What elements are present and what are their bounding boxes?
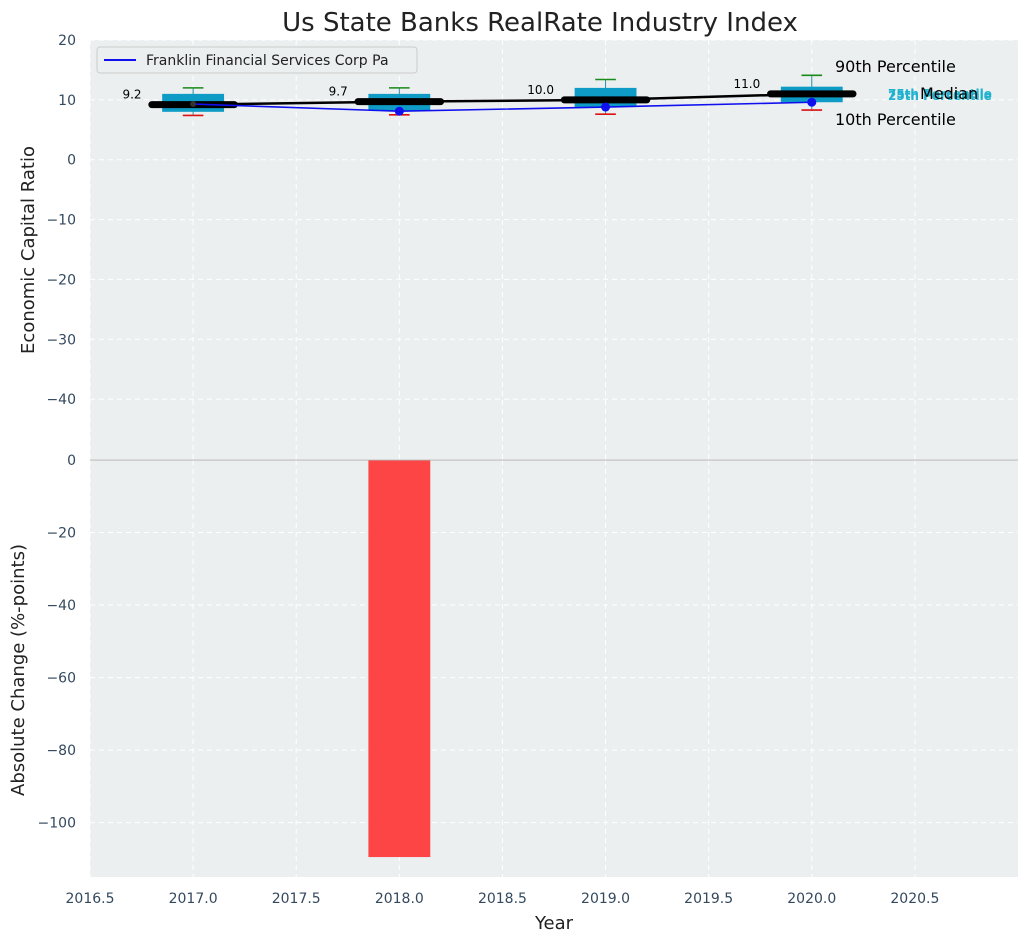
p90-annotation: 90th Percentile xyxy=(835,57,956,76)
bottom-y-tick-label: −60 xyxy=(46,671,76,687)
bottom-y-tick-label: −40 xyxy=(46,598,76,614)
bottom-y-tick-labels: 0 −20 −40 −60 −80 −100 xyxy=(38,453,76,832)
company-point xyxy=(601,102,611,112)
company-point xyxy=(807,97,817,107)
x-axis-label: Year xyxy=(534,913,574,934)
median-value-label: 9.7 xyxy=(329,85,348,99)
bottom-y-tick-label: 0 xyxy=(67,453,76,469)
p10-annotation: 10th Percentile xyxy=(835,110,956,129)
top-box-plots: 9.2 9.7 10.0 11.0 xyxy=(122,74,857,117)
p25-annotation: 25th Percentile xyxy=(888,89,992,103)
top-y-axis-label: Economic Capital Ratio xyxy=(18,146,39,354)
change-bar-2018 xyxy=(368,460,431,858)
top-panel: 20 10 0 −10 −20 −30 −40 9.2 9.7 10.0 11.0 90th Pe… xyxy=(18,33,1018,459)
company-point xyxy=(394,106,404,116)
median-value-label: 10.0 xyxy=(527,83,554,97)
top-gridlines xyxy=(89,39,1018,459)
median-trend-line xyxy=(193,92,812,106)
top-y-tick-labels: 20 10 0 −10 −20 −30 −40 xyxy=(46,33,76,408)
top-plot-area xyxy=(90,40,1018,459)
top-y-tick-label: −40 xyxy=(46,392,76,408)
top-y-tick-label: −30 xyxy=(46,332,76,348)
x-tick-label: 2020.5 xyxy=(890,891,939,907)
company-series xyxy=(190,97,817,116)
bottom-bars xyxy=(368,460,431,858)
top-y-tick-label: −10 xyxy=(46,213,76,229)
bottom-panel: 0 −20 −40 −60 −80 −100 2016.5 2017.0 2017.5 2018… xyxy=(8,453,1018,934)
median-annotation: Median xyxy=(920,84,978,103)
x-tick-label: 2020.0 xyxy=(787,891,836,907)
company-point xyxy=(190,101,197,108)
legend-box xyxy=(96,46,418,74)
percentile-annotations: 90th Percentile 75th Percentile 25th Per… xyxy=(835,57,992,129)
bottom-plot-area xyxy=(90,460,1018,877)
bottom-y-tick-label: −80 xyxy=(46,743,76,759)
bottom-y-tick-label: −100 xyxy=(38,816,76,832)
x-tick-labels: 2016.5 2017.0 2017.5 2018.0 2018.5 2019.0 2019… xyxy=(66,891,940,907)
legend: Franklin Financial Services Corp Pa xyxy=(96,46,418,74)
chart-title: Us State Banks RealRate Industry Index xyxy=(282,8,798,38)
x-tick-label: 2016.5 xyxy=(66,891,115,907)
bottom-y-tick-label: −20 xyxy=(46,526,76,542)
x-tick-label: 2017.0 xyxy=(169,891,218,907)
x-tick-label: 2019.0 xyxy=(581,891,630,907)
p75-annotation: 75th Percentile xyxy=(888,87,992,101)
median-value-label: 11.0 xyxy=(734,77,761,91)
company-line xyxy=(193,101,812,113)
x-tick-label: 2018.5 xyxy=(478,891,527,907)
x-tick-label: 2018.0 xyxy=(375,891,424,907)
top-y-tick-label: −20 xyxy=(46,272,76,288)
x-tick-label: 2019.5 xyxy=(684,891,733,907)
top-y-tick-label: 0 xyxy=(67,153,76,169)
median-value-label: 9.2 xyxy=(122,88,141,102)
legend-label: Franklin Financial Services Corp Pa xyxy=(146,53,389,69)
bottom-y-axis-label: Absolute Change (%-points) xyxy=(8,544,29,796)
top-y-tick-label: 10 xyxy=(58,93,76,109)
x-tick-label: 2017.5 xyxy=(272,891,321,907)
top-y-tick-label: 20 xyxy=(58,33,76,49)
